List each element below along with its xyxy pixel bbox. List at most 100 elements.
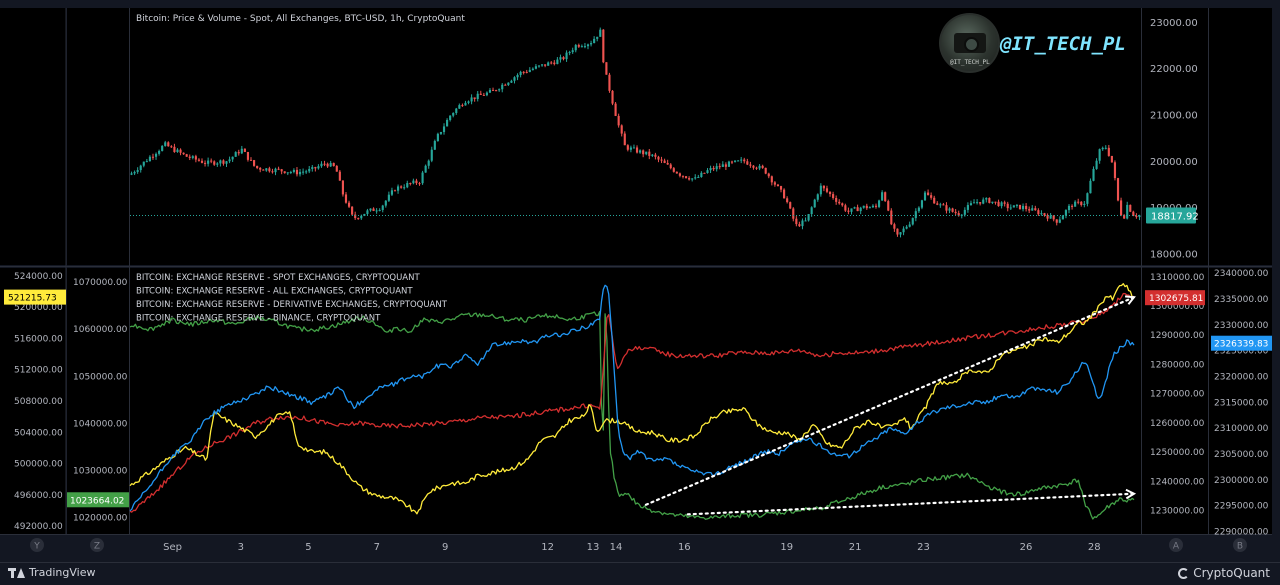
candle-body (1049, 215, 1052, 219)
candle-body (412, 180, 415, 184)
candle-body (292, 169, 295, 172)
candle-body (795, 218, 798, 225)
candle-body (927, 192, 930, 196)
candle-body (877, 200, 881, 207)
tradingview-label: TradingView (29, 566, 96, 579)
candle-body (464, 102, 467, 106)
candle-body (344, 194, 348, 203)
candle-body (210, 160, 213, 162)
candle-body (378, 209, 381, 211)
candle-body (979, 202, 982, 204)
cryptoquant-logo[interactable]: CryptoQuant (1178, 566, 1270, 580)
left-axis-1-tick: 492000.00 (14, 522, 63, 532)
candle-body (1055, 219, 1058, 223)
axis-button-a[interactable] (1169, 538, 1183, 552)
candle-body (985, 198, 988, 200)
axis-button-b-label: B (1237, 542, 1243, 552)
cryptoquant-icon (1178, 567, 1190, 579)
watermark-handle: @IT_TECH_PL (1000, 33, 1126, 55)
candle-body (403, 187, 406, 189)
candle-body (920, 200, 924, 208)
time-axis-label: 26 (1020, 542, 1033, 553)
candle-body (1043, 213, 1046, 216)
candle-body (801, 220, 804, 227)
candle-body (825, 188, 829, 192)
legend-entry: BITCOIN: EXCHANGE RESERVE - DERIVATIVE E… (136, 300, 448, 310)
time-axis-label: 9 (442, 542, 448, 553)
axis-button-b[interactable] (1233, 538, 1247, 552)
trend-arrow-head (1124, 295, 1136, 305)
candle-body (197, 159, 201, 161)
all-value-badge-text: 1302675.81 (1149, 294, 1203, 304)
candle-body (182, 152, 185, 155)
candle-body (253, 160, 256, 166)
candle-body (1012, 205, 1015, 208)
candle-body (700, 172, 703, 177)
all-reserve-line (129, 292, 1135, 513)
candle-body (1037, 210, 1040, 215)
candle-body (1138, 215, 1141, 218)
candle-body (1058, 219, 1061, 223)
candle-body (491, 89, 495, 91)
price-tick-label: 20000.00 (1150, 157, 1198, 168)
candle-body (335, 165, 338, 172)
candle-body (519, 71, 522, 75)
axis-button-y[interactable] (30, 538, 44, 552)
candle-body (510, 80, 513, 83)
right-axis-2-tick: 2305000.00 (1214, 450, 1269, 460)
candle-body (1064, 210, 1068, 216)
candle-body (776, 184, 780, 187)
candle-body (559, 57, 562, 60)
time-axis-label: 21 (849, 542, 862, 553)
candle-body (482, 94, 485, 96)
right-axis-2-tick: 2320000.00 (1214, 372, 1269, 382)
camera-icon (954, 33, 986, 53)
derivative-reserve-line (129, 284, 1135, 512)
time-axis-label: 12 (541, 542, 554, 553)
candle-body (639, 150, 642, 153)
left-axis-2-tick: 1060000.00 (73, 325, 128, 335)
candle-body (148, 156, 151, 162)
candle-body (590, 43, 593, 45)
binance-reserve-line (129, 310, 1135, 520)
candle-body (360, 215, 363, 219)
tradingview-logo[interactable]: TradingView (8, 566, 95, 579)
left-axis-1-tick: 508000.00 (14, 397, 63, 407)
candle-body (669, 164, 672, 169)
candle-body (620, 125, 623, 134)
candle-body (1006, 203, 1009, 209)
candle-body (660, 159, 663, 161)
candle-body (730, 161, 734, 163)
candle-body (914, 211, 917, 219)
candle-body (381, 205, 384, 210)
candle-body (246, 151, 250, 160)
candle-body (396, 186, 400, 191)
trend-arrow-line (644, 296, 1136, 506)
candle-body (1040, 213, 1043, 215)
candle-body (930, 195, 933, 198)
candle-body (942, 204, 945, 206)
candle-body (663, 160, 666, 163)
candle-body (832, 194, 835, 198)
candle-body (151, 156, 155, 158)
axis-button-z[interactable] (90, 538, 104, 552)
candle-body (406, 183, 409, 188)
candle-body (688, 178, 691, 180)
candle-body (1061, 215, 1064, 220)
top-right-gutter (1209, 8, 1272, 265)
candle-body (203, 162, 207, 164)
candle-body (923, 192, 927, 201)
candle-body (712, 167, 715, 170)
candle-body (709, 167, 712, 171)
candle-body (200, 160, 204, 163)
candle-body (697, 176, 700, 178)
candle-body (629, 147, 632, 150)
candle-body (1025, 205, 1028, 210)
candle-body (185, 154, 188, 157)
candle-body (1074, 201, 1077, 207)
right-axis-2-tick: 2330000.00 (1214, 321, 1269, 331)
right-axis-area (1142, 268, 1208, 534)
candle-body (504, 84, 507, 86)
time-axis-label: 3 (238, 542, 244, 553)
tradingview-icon (8, 567, 25, 578)
